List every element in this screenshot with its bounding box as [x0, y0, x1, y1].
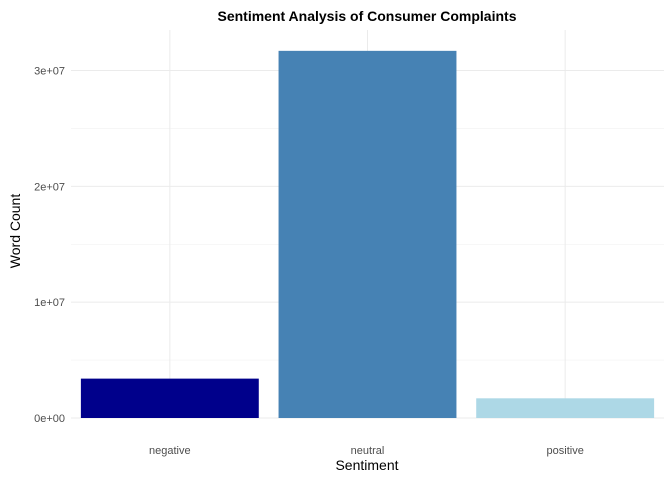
bars	[80, 50, 655, 419]
bar-positive	[476, 398, 655, 418]
y-tick-label: 0e+00	[34, 413, 65, 425]
y-tick-label: 1e+07	[34, 297, 65, 309]
bar-negative	[80, 378, 259, 418]
y-tick-label: 3e+07	[34, 66, 65, 78]
bar-neutral	[278, 50, 457, 419]
x-tick-label-negative: negative	[149, 445, 191, 457]
x-axis-title: Sentiment	[335, 457, 398, 473]
chart-title: Sentiment Analysis of Consumer Complaint…	[218, 8, 517, 24]
y-tick-label: 2e+07	[34, 181, 65, 193]
x-tick-label-positive: positive	[547, 445, 584, 457]
x-axis-ticks: negative neutral positive	[149, 445, 584, 457]
y-axis-title: Word Count	[7, 194, 23, 269]
x-tick-label-neutral: neutral	[351, 445, 385, 457]
y-axis-ticks: 0e+00 1e+07 2e+07 3e+07	[34, 66, 65, 425]
